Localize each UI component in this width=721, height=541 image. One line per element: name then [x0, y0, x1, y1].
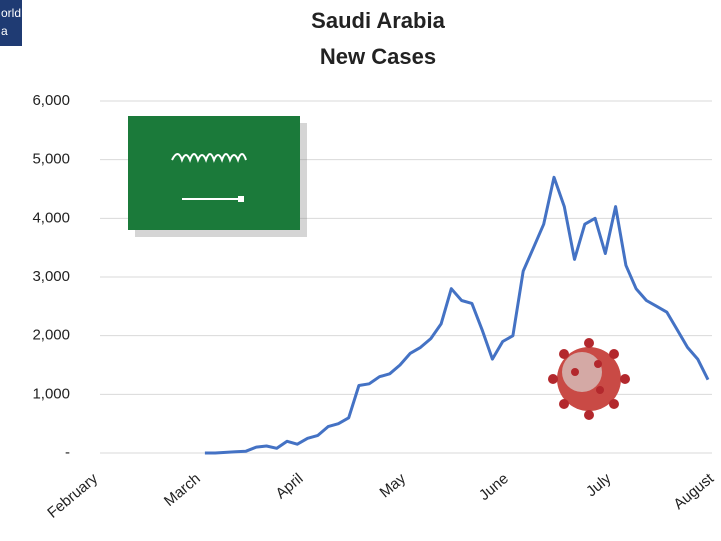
flag-field [128, 116, 300, 230]
y-tick-label: 4,000 [32, 209, 70, 226]
x-tick-label: March [161, 470, 204, 510]
flag-script [171, 153, 247, 163]
flag [128, 116, 307, 237]
x-tick-label: August [670, 470, 717, 514]
y-tick-label: 5,000 [32, 151, 70, 168]
logo-text: orld [1, 6, 21, 20]
flag-hilt [238, 196, 244, 202]
chart-subtitle: New Cases [320, 44, 436, 69]
x-tick-label: June [476, 470, 512, 504]
x-tick-label: April [273, 470, 307, 502]
x-tick-label: July [583, 470, 615, 500]
data-line [204, 175, 710, 455]
x-tick-label: February [44, 470, 101, 522]
logo-text: a [1, 24, 8, 38]
virus-icon [548, 338, 630, 420]
y-tick-label: - [65, 444, 70, 461]
virus-highlight [562, 352, 602, 392]
logo-box [0, 0, 22, 46]
y-tick-label: 6,000 [32, 92, 70, 109]
y-tick-label: 1,000 [32, 385, 70, 402]
virus-spikes [548, 338, 630, 420]
chart-title: Saudi Arabia [311, 8, 445, 33]
y-tick-label: 2,000 [32, 327, 70, 344]
x-tick-label: May [376, 470, 409, 502]
y-tick-label: 3,000 [32, 268, 70, 285]
